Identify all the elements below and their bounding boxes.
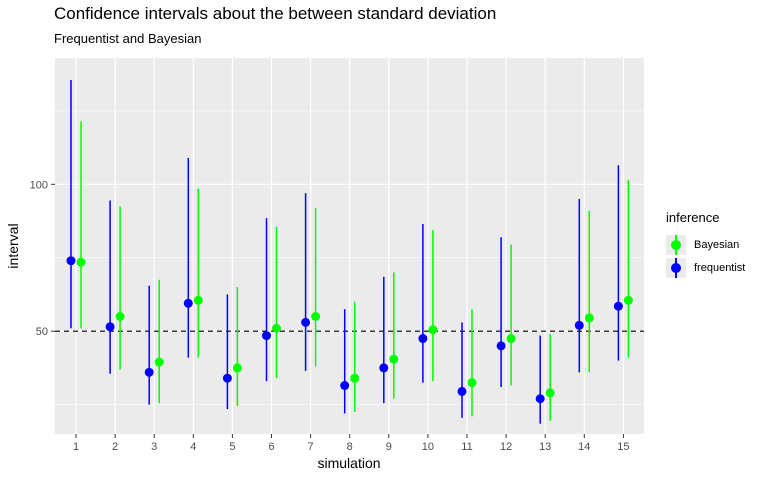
y-axis-label: interval [5, 223, 21, 268]
legend-key-frequentist [666, 257, 686, 278]
point-frequentist [262, 331, 271, 341]
point-frequentist [418, 334, 428, 344]
point-frequentist [574, 320, 584, 330]
x-tick-label: 3 [151, 441, 157, 453]
point-frequentist [613, 301, 623, 311]
point-frequentist [183, 298, 193, 308]
point-bayesian [467, 378, 477, 388]
point-bayesian [76, 257, 86, 267]
point-frequentist [340, 381, 350, 391]
x-tick-label: 1 [73, 441, 79, 453]
legend-title: inference [666, 210, 720, 225]
legend-dot-frequentist [671, 262, 681, 273]
point-bayesian [311, 312, 321, 321]
chart-subtitle: Frequentist and Bayesian [54, 31, 202, 46]
x-tick-label: 7 [308, 441, 314, 453]
x-tick-label: 14 [578, 441, 590, 453]
point-frequentist [457, 386, 467, 396]
point-bayesian [506, 334, 516, 344]
point-bayesian [350, 373, 360, 383]
point-frequentist [66, 256, 76, 266]
legend: inference Bayesian frequentist [666, 210, 745, 279]
point-frequentist [105, 322, 115, 332]
x-tick-label: 8 [347, 441, 353, 453]
legend-item-bayesian: Bayesian [666, 233, 745, 256]
point-bayesian [623, 295, 633, 305]
x-tick-label: 10 [422, 441, 434, 453]
legend-item-frequentist: frequentist [666, 256, 745, 279]
x-tick-label: 15 [617, 441, 629, 453]
point-frequentist [222, 373, 232, 383]
point-bayesian [232, 363, 242, 373]
point-bayesian [428, 325, 438, 335]
point-frequentist [379, 363, 389, 373]
point-bayesian [193, 295, 203, 305]
x-tick-label: 13 [539, 441, 551, 453]
x-tick-label: 12 [500, 441, 512, 453]
point-bayesian [584, 313, 594, 323]
series-layer [66, 80, 633, 424]
x-axis-label: simulation [317, 455, 380, 471]
legend-dot-bayesian [671, 239, 681, 250]
x-tick-label: 2 [112, 441, 118, 453]
chart-title: Confidence intervals about the between s… [54, 4, 497, 23]
legend-label-bayesian: Bayesian [694, 238, 740, 251]
x-tick-label: 5 [229, 441, 235, 453]
point-bayesian [272, 323, 281, 333]
point-frequentist [496, 341, 506, 351]
x-tick-label: 11 [461, 441, 472, 453]
y-tick-label: 100 [30, 179, 48, 191]
x-tick-label: 9 [386, 441, 392, 453]
point-frequentist [301, 317, 311, 327]
point-frequentist [144, 367, 154, 377]
point-bayesian [154, 357, 164, 367]
y-tick-label: 50 [36, 326, 48, 338]
x-tick-label: 4 [190, 441, 196, 453]
x-tick-label: 6 [268, 441, 274, 453]
legend-label-frequentist: frequentist [694, 261, 746, 274]
point-frequentist [535, 394, 545, 404]
legend-key-bayesian [666, 234, 686, 255]
point-bayesian [115, 312, 125, 321]
point-bayesian [545, 388, 555, 398]
point-bayesian [389, 354, 399, 364]
